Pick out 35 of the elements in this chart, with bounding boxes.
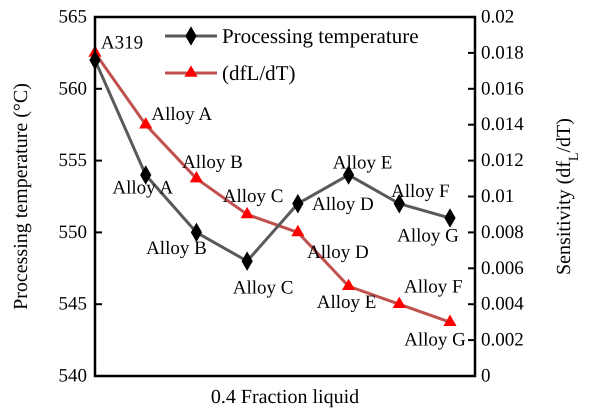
y2-tick-label: 0.018 <box>481 42 524 64</box>
data-label: Alloy B <box>146 238 207 259</box>
y-tick-label: 555 <box>58 150 87 172</box>
data-label: Alloy A <box>151 104 212 126</box>
y2-tick-label: 0.004 <box>481 294 524 315</box>
y2-tick-label: 0.012 <box>481 150 524 172</box>
y2-tick-label: 0.014 <box>481 114 524 136</box>
y2-tick-label: 0 <box>481 366 490 386</box>
legend-label: Processing temperature <box>222 24 419 48</box>
y-tick-label: 550 <box>58 222 87 243</box>
data-label: Alloy F <box>390 181 450 202</box>
y-tick-label: 565 <box>58 6 87 28</box>
y2-tick-label: 0.006 <box>481 258 524 279</box>
data-label: Alloy G <box>404 330 466 351</box>
data-label: Alloy E <box>316 292 376 313</box>
data-label: Alloy C <box>232 278 294 299</box>
y-axis-title: Processing temperature (°C) <box>10 83 32 310</box>
y-tick-label: 540 <box>58 366 87 386</box>
data-label: Alloy C <box>222 186 284 207</box>
y2-tick-label: 0.002 <box>481 330 524 351</box>
data-label: Alloy E <box>332 152 392 174</box>
data-label: Alloy A <box>112 177 174 198</box>
x-axis-title: 0.4 Fraction liquid <box>210 386 360 408</box>
y-tick-label: 545 <box>58 294 87 315</box>
data-label: Alloy G <box>397 226 460 247</box>
y2-tick-label: 0.01 <box>481 186 514 207</box>
y-tick-label: 560 <box>58 78 87 100</box>
y2-tick-label: 0.016 <box>481 78 524 100</box>
data-label: Alloy D <box>312 194 374 216</box>
y2-tick-label: 0.008 <box>481 222 524 243</box>
data-label: Alloy F <box>404 276 463 298</box>
data-label: Alloy B <box>182 152 243 174</box>
legend-label: (dfL/dT) <box>222 61 296 85</box>
data-label: A319 <box>100 32 144 54</box>
y2-tick-label: 0.02 <box>481 6 514 28</box>
